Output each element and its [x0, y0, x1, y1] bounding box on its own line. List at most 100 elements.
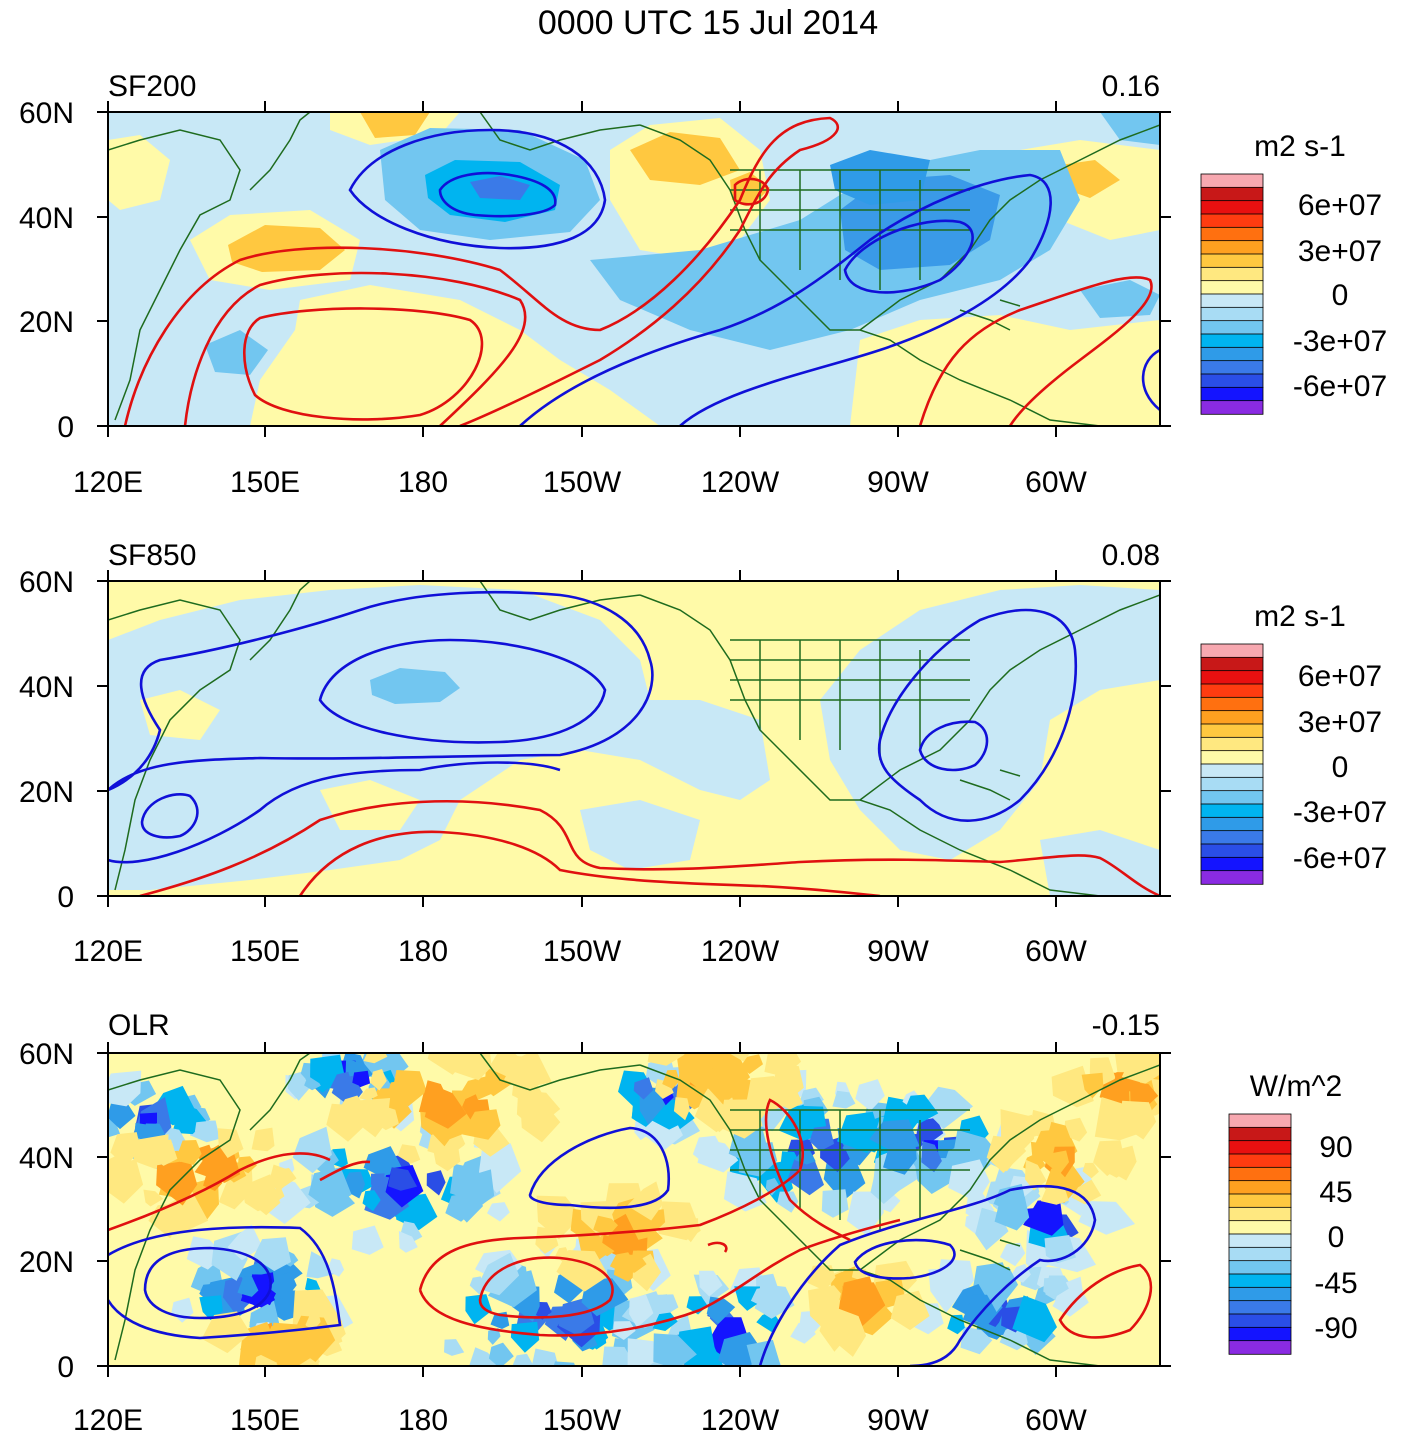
negative-anomaly-area — [330, 1071, 353, 1092]
positive-anomaly-area — [630, 132, 740, 185]
colorbar-units: m2 s-1 — [1254, 600, 1346, 633]
negative-contour — [528, 1126, 671, 1210]
colorbar-swatch — [1228, 1180, 1292, 1195]
positive-anomaly-area — [1081, 1072, 1104, 1099]
negative-anomaly-area — [921, 1141, 942, 1173]
colorbar-label: 0 — [1332, 279, 1349, 312]
colorbar-swatch — [1228, 1140, 1292, 1155]
map-frame — [107, 111, 1161, 427]
positive-anomaly-area — [1082, 1162, 1099, 1179]
negative-anomaly-area — [915, 1117, 944, 1145]
y-axis-labels: 0 20N 40N 60N — [19, 566, 74, 914]
colorbar-swatch — [1228, 1153, 1292, 1169]
y-major-ticks — [97, 580, 1171, 897]
colorbar-swatches — [1228, 1113, 1292, 1355]
coastline-north-america-east — [859, 1064, 1160, 1271]
positive-anomaly-area — [267, 1188, 285, 1204]
positive-anomaly-area — [240, 1321, 277, 1359]
colorbar-swatch — [1200, 856, 1264, 872]
negative-contour — [108, 761, 561, 864]
negative-anomaly-area — [627, 1338, 660, 1366]
colorbar-swatch — [1228, 1300, 1292, 1315]
positive-anomaly-area — [140, 690, 220, 740]
coastline-islands — [959, 769, 1021, 801]
y-tick-label: 0 — [57, 881, 74, 914]
negative-contours — [108, 1126, 1097, 1366]
negative-anomaly-area — [371, 1173, 385, 1188]
olr-anomaly-patches — [78, 1053, 1160, 1394]
positive-contour — [1058, 1263, 1153, 1339]
coastlines — [108, 1053, 1160, 1366]
positive-anomaly-area — [397, 1144, 421, 1164]
colorbar-swatch — [1200, 266, 1264, 282]
negative-anomaly-area — [855, 1079, 885, 1111]
negative-anomaly-area — [108, 1118, 120, 1138]
coastline-alaska — [479, 1053, 641, 1091]
y-tick-label: 60N — [19, 566, 74, 599]
negative-contour — [853, 1238, 956, 1280]
negative-anomaly-area — [809, 1125, 835, 1152]
colorbar-swatch — [1200, 200, 1264, 215]
colorbar-swatch — [1228, 1206, 1292, 1222]
colorbar-swatch — [1228, 1273, 1292, 1289]
colorbar-label: -6e+07 — [1293, 370, 1387, 403]
positive-anomaly-area — [593, 1215, 618, 1237]
negative-contour — [1141, 348, 1160, 412]
positive-contour — [319, 1160, 371, 1182]
negative-contour — [108, 1225, 342, 1340]
map-field — [108, 581, 1160, 896]
negative-contour — [438, 171, 557, 218]
negative-contours — [348, 128, 1160, 426]
colorbar-label: 6e+07 — [1298, 189, 1382, 222]
colorbar-swatch — [1228, 1220, 1292, 1235]
colorbar-swatch — [1200, 333, 1264, 349]
negative-anomaly-area — [1043, 1277, 1069, 1298]
negative-anomaly-area — [922, 1086, 973, 1129]
colorbar-swatch — [1200, 830, 1264, 845]
negative-anomaly-area — [237, 1276, 259, 1297]
negative-contour — [318, 638, 607, 744]
us-state-grid — [730, 169, 970, 290]
colorbar-label: -6e+07 — [1293, 842, 1387, 875]
negative-anomaly-area — [426, 1170, 446, 1196]
x-tick-label: 60W — [1025, 935, 1087, 968]
positive-anomaly-area — [370, 1069, 387, 1091]
colorbar: m2 s-1 6e+07 3e+07 0 -3e+07 -6e+07 — [1200, 130, 1387, 415]
axis-ticks — [97, 1042, 1171, 1377]
positive-anomaly-area — [767, 1064, 804, 1098]
positive-anomaly-area — [108, 1159, 144, 1204]
x-tick-label: 120E — [73, 935, 143, 968]
negative-anomaly-area — [487, 1202, 510, 1222]
panel-label: SF200 — [108, 70, 196, 103]
negative-anomaly-area — [561, 1378, 583, 1394]
negative-anomaly-area — [821, 1189, 849, 1218]
colorbar-swatch — [1200, 226, 1264, 242]
negative-anomaly-area — [580, 800, 700, 870]
x-tick-label: 150E — [230, 935, 300, 968]
y-axis-labels: 0 20N 40N 60N — [19, 1038, 74, 1384]
y-tick-label: 40N — [19, 1142, 74, 1175]
negative-anomaly-area — [765, 1178, 780, 1196]
colorbar-swatch — [1228, 1286, 1292, 1302]
positive-contour — [733, 177, 770, 206]
negative-anomaly-area — [205, 330, 268, 375]
panel-sf200: SF200 0.16 — [19, 70, 1387, 499]
positive-anomaly-area — [641, 1211, 660, 1233]
positive-anomaly-area — [520, 1101, 561, 1143]
y-tick-label: 60N — [19, 97, 74, 130]
negative-anomaly-area — [750, 1286, 778, 1309]
colorbar-label: 3e+07 — [1298, 706, 1382, 739]
positive-anomaly-area — [251, 1127, 275, 1152]
positive-anomaly-area — [850, 315, 1160, 426]
colorbar-swatch — [1200, 803, 1264, 819]
coastline-north-america-east — [859, 124, 1160, 331]
colorbar-swatch — [1200, 240, 1264, 255]
negative-anomaly-area — [78, 1116, 102, 1146]
y-tick-label: 20N — [19, 1246, 74, 1279]
colorbar-swatch — [1200, 320, 1264, 335]
positive-anomaly-area — [1025, 1159, 1047, 1191]
negative-anomaly-area — [846, 1191, 884, 1236]
colorbar-swatch — [1200, 683, 1264, 699]
coastline-japan — [249, 112, 311, 191]
x-major-ticks — [107, 570, 1057, 907]
